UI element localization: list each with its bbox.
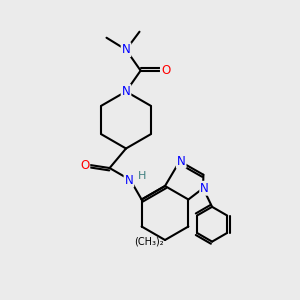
Text: O: O	[161, 64, 170, 77]
Text: N: N	[124, 173, 133, 187]
Text: O: O	[80, 158, 89, 172]
Text: N: N	[122, 43, 130, 56]
Text: (CH₃)₂: (CH₃)₂	[134, 236, 163, 247]
Text: N: N	[177, 155, 186, 168]
Text: N: N	[200, 182, 209, 195]
Text: N: N	[122, 85, 130, 98]
Text: H: H	[138, 171, 146, 182]
